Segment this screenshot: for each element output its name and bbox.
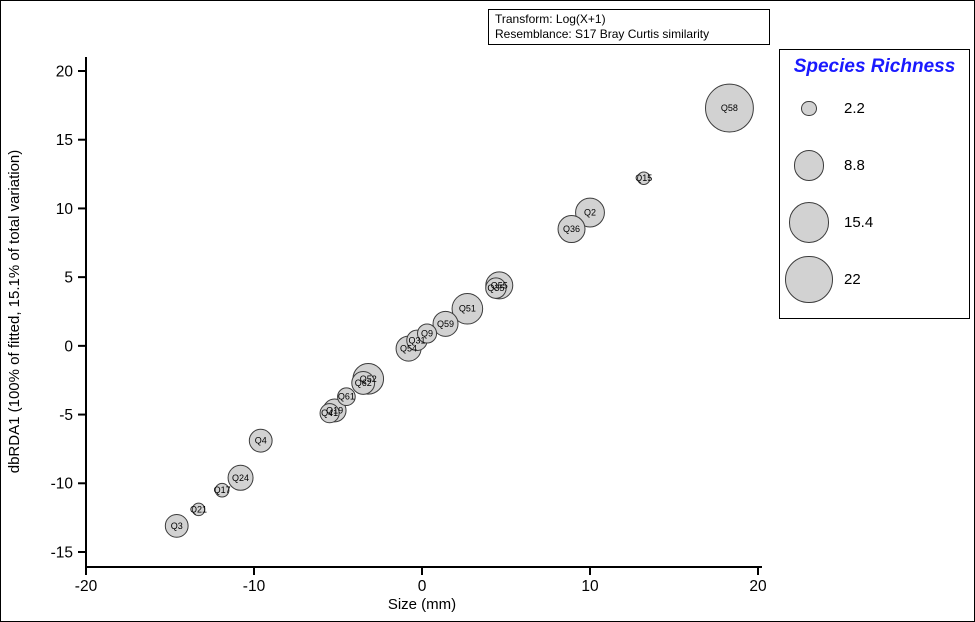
bubble-Q24 <box>227 464 254 491</box>
resemblance-note: Resemblance: S17 Bray Curtis similarity <box>495 27 710 41</box>
y-tick-label: 10 <box>56 201 74 218</box>
x-tick-label: 0 <box>418 578 427 595</box>
bubble-Q3 <box>164 513 189 538</box>
bubble-label-Q55: Q55 <box>491 280 508 290</box>
x-tick-label: 20 <box>749 578 767 595</box>
bubble-Q2 <box>575 197 605 228</box>
y-tick-label: 5 <box>64 270 73 287</box>
bubble-label-Q51: Q51 <box>459 304 476 314</box>
legend-size-label: 8.8 <box>844 157 865 174</box>
bubble-Q15 <box>637 171 651 185</box>
legend-row: 8.8 <box>780 137 969 194</box>
bubble-Q4 <box>248 428 273 453</box>
bubble-label-Q41: Q41 <box>321 408 338 418</box>
bubble-label-Q61: Q61 <box>338 392 355 402</box>
bubble-label-Q62: Q62 <box>355 378 372 388</box>
bubble-Q58 <box>705 83 754 133</box>
legend-rows: 2.2 8.8 15.4 22 <box>780 80 969 308</box>
transform-note: Transform: Log(X+1) <box>495 12 606 26</box>
bubble-Q41 <box>319 403 340 424</box>
bubble-Q61 <box>337 387 356 407</box>
legend-size-label: 22 <box>844 271 861 288</box>
legend-size-label: 2.2 <box>844 100 865 117</box>
y-tick-label: 15 <box>56 132 73 149</box>
y-tick-label: 20 <box>56 63 74 80</box>
legend-row: 15.4 <box>780 194 969 251</box>
bubble-label-Q52: Q52 <box>360 374 377 384</box>
bubble-label-Q36: Q36 <box>563 224 580 234</box>
bubble-label-Q59: Q59 <box>437 319 454 329</box>
bubble-Q36 <box>557 215 586 244</box>
y-tick-label: -5 <box>59 407 73 424</box>
bubble-Q35 <box>485 277 507 299</box>
legend-bubble <box>793 150 825 181</box>
bubble-label-Q3: Q3 <box>171 521 183 531</box>
y-tick-label: -10 <box>51 476 74 493</box>
bubble-label-Q17: Q17 <box>214 485 231 495</box>
legend-title: Species Richness <box>793 56 956 77</box>
bubble-label-Q2: Q2 <box>584 208 596 218</box>
bubble-Q59 <box>432 310 459 337</box>
bubble-Q21 <box>191 502 206 517</box>
legend-bubble <box>801 100 817 117</box>
x-tick-label: 10 <box>581 578 599 595</box>
legend-bubble <box>785 255 833 304</box>
y-tick-label: -15 <box>51 544 73 561</box>
bubble-Q17 <box>214 482 230 498</box>
bubble-label-Q35: Q35 <box>487 283 504 293</box>
bubble-label-Q9: Q9 <box>421 328 433 338</box>
bubble-label-Q31: Q31 <box>408 335 425 345</box>
bubble-Q9 <box>416 323 438 344</box>
legend: Species Richness 2.2 8.8 15.4 22 <box>779 49 970 319</box>
x-tick-label: -10 <box>243 578 266 595</box>
y-axis-title: dbRDA1 (100% of fitted, 15.1% of total v… <box>6 150 23 474</box>
bubble-label-Q21: Q21 <box>190 504 207 514</box>
legend-size-label: 15.4 <box>844 214 874 231</box>
x-tick-label: -20 <box>75 578 98 595</box>
bubble-label-Q24: Q24 <box>232 473 249 483</box>
bubble-Q62 <box>351 371 376 395</box>
bubble-label-Q15: Q15 <box>635 173 652 183</box>
bubble-label-Q54: Q54 <box>400 344 417 354</box>
bubble-label-Q58: Q58 <box>721 103 738 113</box>
legend-bubble <box>788 202 829 243</box>
y-tick-label: 0 <box>64 338 73 355</box>
bubble-label-Q4: Q4 <box>255 436 267 446</box>
bubble-label-Q19: Q19 <box>326 405 343 415</box>
annotation-box: Transform: Log(X+1) Resemblance: S17 Bra… <box>488 9 770 45</box>
legend-row: 2.2 <box>780 80 969 137</box>
legend-row: 22 <box>780 251 969 308</box>
bubble-Q51 <box>451 292 484 325</box>
x-axis-title: Size (mm) <box>388 596 456 613</box>
